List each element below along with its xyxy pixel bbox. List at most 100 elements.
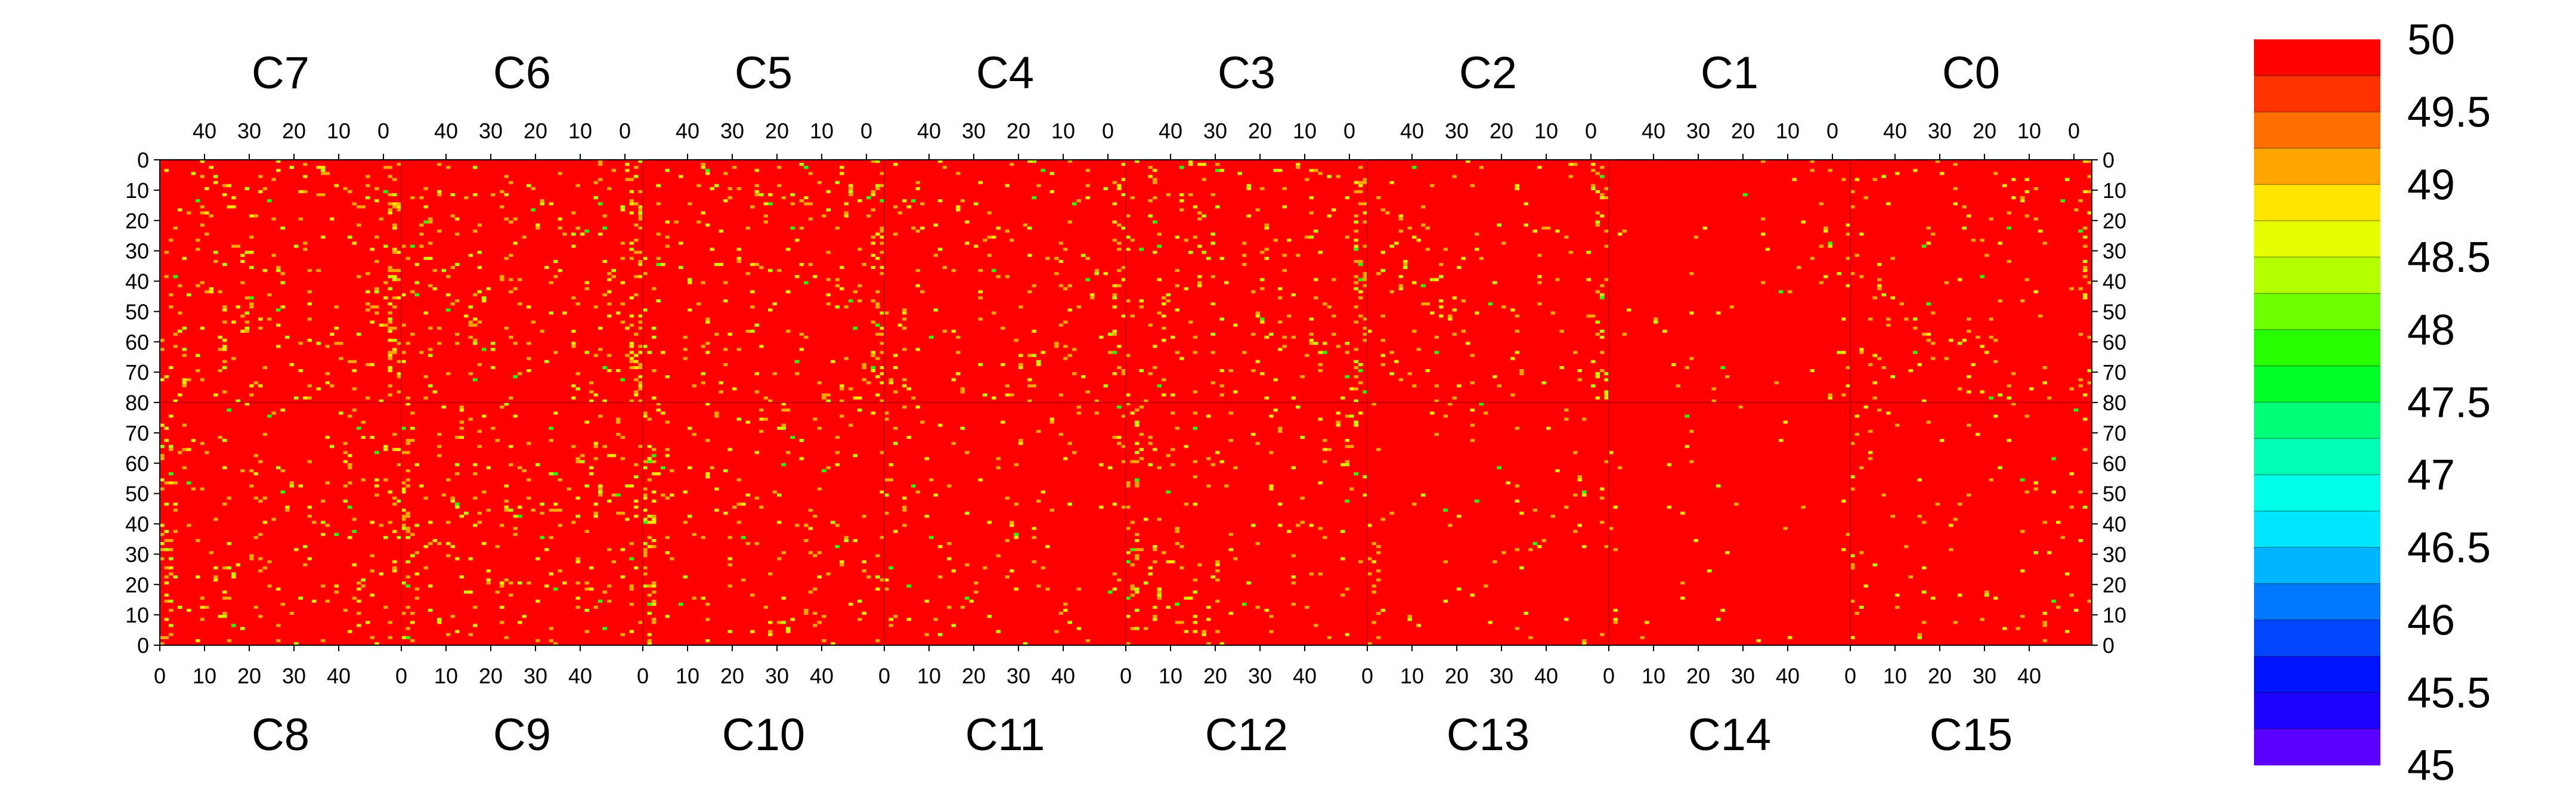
heatmap-cell	[1595, 372, 1600, 376]
heatmap-cell	[1264, 396, 1269, 400]
heatmap-cell	[169, 293, 174, 296]
heatmap-cell	[661, 351, 665, 354]
heatmap-cell	[1582, 493, 1587, 497]
heatmap-cell	[1162, 393, 1166, 397]
heatmap-cell	[1193, 460, 1197, 463]
heatmap-cell	[231, 572, 236, 575]
heatmap-cell	[549, 572, 553, 575]
heatmap-cell	[652, 472, 657, 476]
heatmap-cell	[799, 348, 804, 351]
heatmap-cell	[786, 290, 791, 293]
heatmap-cell	[1269, 487, 1274, 491]
heatmap-cell	[607, 187, 612, 190]
heatmap-cell	[374, 290, 379, 293]
heatmap-cell	[1228, 369, 1233, 373]
heatmap-cell	[1908, 575, 1913, 579]
heatmap-cell	[951, 269, 956, 273]
heatmap-cell	[1094, 269, 1099, 273]
heatmap-cell	[1810, 160, 1815, 163]
heatmap-cell	[169, 624, 174, 627]
heatmap-cell	[1515, 499, 1519, 503]
heatmap-cell	[491, 193, 496, 197]
heatmap-cell	[1126, 247, 1131, 251]
heatmap-cell	[321, 499, 326, 503]
heatmap-cell	[1135, 548, 1140, 552]
heatmap-cell	[1063, 608, 1068, 612]
heatmap-cell	[1430, 311, 1435, 315]
heatmap-cell	[1049, 172, 1054, 175]
heatmap-cell	[2078, 490, 2083, 494]
heatmap-cell	[298, 596, 303, 600]
heatmap-cell	[781, 596, 786, 600]
heatmap-cell	[178, 311, 182, 315]
x-tick-top: 30	[962, 119, 986, 143]
heatmap-cell	[629, 202, 634, 206]
heatmap-cell	[1600, 196, 1605, 200]
heatmap-cell	[1407, 618, 1412, 621]
heatmap-cell	[316, 193, 321, 197]
heatmap-cell	[1126, 481, 1131, 485]
heatmap-cell	[1291, 336, 1296, 339]
heatmap-cell	[392, 205, 397, 209]
heatmap-cell	[437, 163, 442, 166]
heatmap-cell	[754, 184, 759, 187]
heatmap-cell	[602, 590, 607, 594]
heatmap-cell	[1219, 169, 1224, 172]
x-tick-bottom: 30	[1248, 664, 1272, 688]
heatmap-cell	[1184, 502, 1188, 506]
heatmap-cell	[343, 451, 348, 454]
heatmap-cell	[1148, 214, 1153, 218]
heatmap-cell	[164, 599, 169, 603]
heatmap-cell	[1139, 369, 1144, 373]
heatmap-cell	[1872, 296, 1877, 300]
heatmap-cell	[652, 326, 657, 330]
heatmap-cell	[1376, 612, 1381, 615]
heatmap-cell	[1358, 560, 1363, 564]
heatmap-cell	[888, 618, 893, 621]
heatmap-cell	[397, 250, 401, 254]
heatmap-cell	[1457, 587, 1462, 591]
heatmap-cell	[258, 615, 263, 618]
heatmap-cell	[276, 323, 281, 327]
heatmap-cell	[401, 451, 406, 454]
heatmap-cell	[164, 581, 169, 585]
heatmap-cell	[884, 478, 889, 482]
heatmap-cell	[1121, 505, 1126, 509]
heatmap-cell	[446, 542, 451, 546]
heatmap-cell	[893, 354, 898, 357]
heatmap-cell	[629, 366, 634, 370]
heatmap-cell	[1559, 329, 1564, 333]
heatmap-cell	[200, 211, 205, 215]
heatmap-cell	[187, 608, 191, 612]
heatmap-cell	[804, 612, 809, 615]
heatmap-cell	[1121, 266, 1126, 270]
heatmap-cell	[1479, 402, 1484, 406]
heatmap-cell	[643, 551, 648, 555]
heatmap-cell	[732, 505, 737, 509]
x-tick-top: 10	[2017, 119, 2041, 143]
heatmap-cell	[437, 621, 442, 624]
heatmap-cell	[951, 329, 956, 333]
heatmap-cell	[1358, 259, 1363, 263]
heatmap-cell	[1434, 336, 1439, 339]
heatmap-cell	[1363, 390, 1367, 394]
heatmap-cell	[366, 621, 370, 624]
heatmap-cell	[866, 575, 871, 579]
heatmap-cell	[1018, 366, 1023, 370]
heatmap-cell	[880, 172, 884, 175]
heatmap-cell	[652, 518, 657, 521]
heatmap-cell	[571, 329, 576, 333]
y-tick-right: 0	[2103, 633, 2114, 658]
heatmap-cell	[1354, 366, 1358, 370]
heatmap-cell	[589, 390, 594, 394]
x-tick-top: 40	[1642, 119, 1665, 143]
heatmap-cell	[880, 199, 884, 203]
heatmap-cell	[527, 496, 531, 500]
heatmap-cell	[2078, 230, 2083, 233]
heatmap-cell	[1135, 484, 1140, 488]
heatmap-cell	[1157, 593, 1162, 597]
heatmap-cell	[383, 190, 388, 193]
heatmap-cell	[388, 366, 392, 370]
heatmap-cell	[831, 521, 835, 524]
x-tick-bottom: 0	[1603, 664, 1615, 688]
